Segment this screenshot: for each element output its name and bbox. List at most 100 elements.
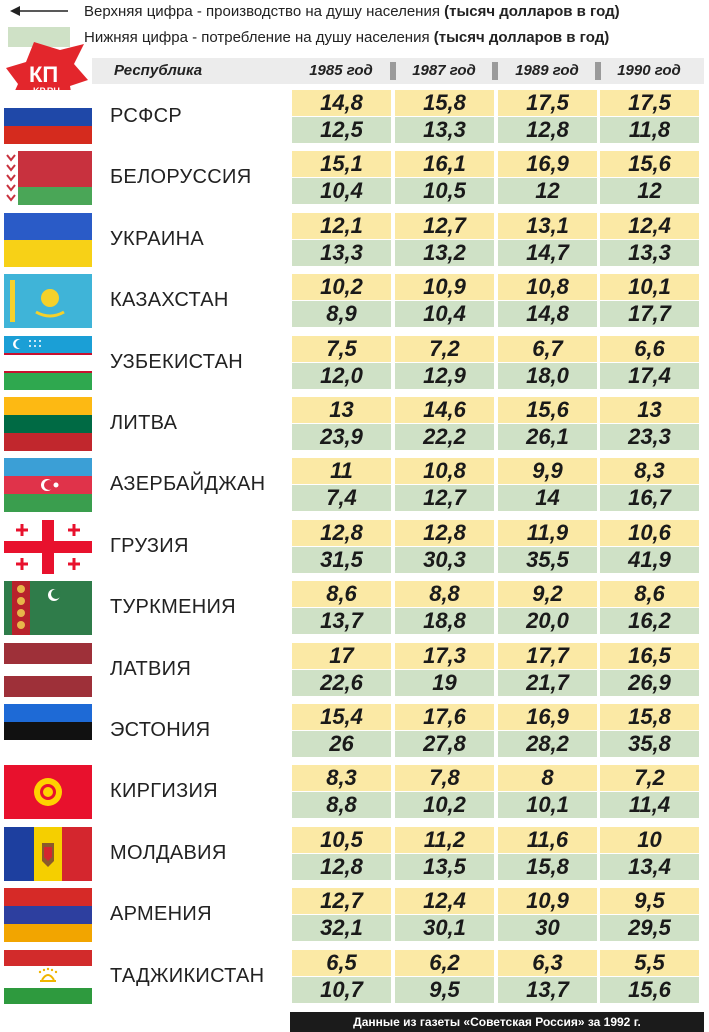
consumption-value: 17,4 bbox=[600, 362, 699, 389]
flag-gruzia-icon bbox=[4, 519, 92, 574]
flag-rsfsr-icon bbox=[4, 90, 92, 144]
production-value: 15,1 bbox=[292, 151, 391, 178]
flag-ukraina-icon bbox=[4, 212, 92, 267]
consumption-value: 35,8 bbox=[600, 731, 699, 757]
production-value: 11,6 bbox=[498, 826, 597, 853]
production-value: 5,5 bbox=[600, 949, 699, 976]
production-value: 8,3 bbox=[600, 458, 699, 485]
production-value: 12,4 bbox=[395, 888, 494, 915]
consumption-value: 8,9 bbox=[292, 301, 391, 328]
arrow-left-icon bbox=[8, 1, 70, 21]
table-header: Республика 1985 год 1987 год 1989 год 19… bbox=[92, 58, 704, 84]
consumption-value: 10,5 bbox=[395, 178, 494, 205]
table-row: УКРАИНА 12,1 13,3 12,7 13,2 13,1 14,7 12,4 13,3 bbox=[0, 211, 709, 269]
consumption-value: 18,8 bbox=[395, 608, 494, 635]
production-value: 15,8 bbox=[600, 704, 699, 730]
header-year-1987: 1987 год bbox=[412, 62, 476, 79]
production-value: 17 bbox=[292, 642, 391, 669]
consumption-value: 16,2 bbox=[600, 608, 699, 635]
production-value: 14,8 bbox=[292, 90, 391, 116]
legend-production-text: Верхняя цифра - производство на душу нас… bbox=[84, 2, 620, 20]
consumption-value: 14 bbox=[498, 485, 597, 512]
production-value: 17,6 bbox=[395, 704, 494, 730]
consumption-value: 12,8 bbox=[292, 853, 391, 880]
production-value: 13,1 bbox=[498, 212, 597, 239]
consumption-value: 13,2 bbox=[395, 239, 494, 266]
production-value: 9,2 bbox=[498, 581, 597, 608]
republic-name: КИРГИЗИЯ bbox=[110, 780, 218, 803]
flag-estonia-icon bbox=[4, 704, 92, 758]
republic-name: ГРУЗИЯ bbox=[110, 534, 189, 557]
legend-consumption: Нижняя цифра - потребление на душу насел… bbox=[0, 26, 609, 48]
consumption-value: 15,8 bbox=[498, 853, 597, 880]
header-separator bbox=[492, 62, 498, 80]
consumption-value: 8,8 bbox=[292, 792, 391, 819]
consumption-value: 18,0 bbox=[498, 362, 597, 389]
consumption-value: 10,1 bbox=[498, 792, 597, 819]
table-row: АРМЕНИЯ 12,7 32,1 12,4 30,1 10,9 30 9,5 29,5 bbox=[0, 886, 709, 944]
production-value: 6,2 bbox=[395, 949, 494, 976]
consumption-value: 30 bbox=[498, 915, 597, 942]
republic-name: УЗБЕКИСТАН bbox=[110, 350, 243, 373]
production-value: 10,1 bbox=[600, 274, 699, 301]
republic-name: ЛАТВИЯ bbox=[110, 657, 192, 680]
production-value: 15,6 bbox=[498, 397, 597, 423]
consumption-value: 7,4 bbox=[292, 485, 391, 512]
table-row: ГРУЗИЯ 12,8 31,5 12,8 30,3 11,9 35,5 10,6 41,9 bbox=[0, 518, 709, 576]
production-value: 16,9 bbox=[498, 704, 597, 730]
consumption-value: 30,3 bbox=[395, 546, 494, 573]
consumption-value: 13,7 bbox=[292, 608, 391, 635]
consumption-value: 14,7 bbox=[498, 239, 597, 266]
consumption-value: 21,7 bbox=[498, 669, 597, 696]
consumption-value: 13,3 bbox=[292, 239, 391, 266]
production-value: 6,3 bbox=[498, 949, 597, 976]
consumption-value: 19 bbox=[395, 669, 494, 696]
legend-consumption-text: Нижняя цифра - потребление на душу насел… bbox=[84, 28, 610, 46]
production-value: 17,3 bbox=[395, 642, 494, 669]
consumption-value: 23,3 bbox=[600, 424, 699, 450]
header-year-1989: 1989 год bbox=[515, 62, 579, 79]
consumption-value: 10,4 bbox=[395, 301, 494, 328]
production-value: 10,9 bbox=[395, 274, 494, 301]
production-value: 17,5 bbox=[498, 90, 597, 116]
consumption-value: 12,7 bbox=[395, 485, 494, 512]
consumption-value: 31,5 bbox=[292, 546, 391, 573]
production-value: 10,2 bbox=[292, 274, 391, 301]
table-row: МОЛДАВИЯ 10,5 12,8 11,2 13,5 11,6 15,8 10 13,4 bbox=[0, 825, 709, 883]
production-value: 12,8 bbox=[292, 519, 391, 546]
republic-name: ТУРКМЕНИЯ bbox=[110, 596, 236, 619]
consumption-value: 11,4 bbox=[600, 792, 699, 819]
consumption-value: 22,6 bbox=[292, 669, 391, 696]
consumption-value: 20,0 bbox=[498, 608, 597, 635]
consumption-value: 10,7 bbox=[292, 976, 391, 1003]
table-row: УЗБЕКИСТАН 7,5 12,0 7,2 12,9 6,7 18,0 6,6 17,4 bbox=[0, 334, 709, 392]
flag-moldavia-icon bbox=[4, 826, 92, 881]
flag-kazakhstan-icon bbox=[4, 274, 92, 329]
production-value: 10,6 bbox=[600, 519, 699, 546]
table-row: ТУРКМЕНИЯ 8,6 13,7 8,8 18,8 9,2 20,0 8,6 16,2 bbox=[0, 579, 709, 637]
consumption-value: 15,6 bbox=[600, 976, 699, 1003]
production-value: 10,5 bbox=[292, 826, 391, 853]
consumption-value: 13,3 bbox=[600, 239, 699, 266]
production-value: 17,5 bbox=[600, 90, 699, 116]
consumption-value: 12 bbox=[600, 178, 699, 205]
table-row: ЛАТВИЯ 17 22,6 17,3 19 17,7 21,7 16,5 26,9 bbox=[0, 641, 709, 699]
production-value: 16,5 bbox=[600, 642, 699, 669]
production-value: 12,4 bbox=[600, 212, 699, 239]
consumption-value: 26,9 bbox=[600, 669, 699, 696]
header-year-1990: 1990 год bbox=[617, 62, 681, 79]
production-value: 10,8 bbox=[498, 274, 597, 301]
production-value: 12,7 bbox=[395, 212, 494, 239]
production-value: 8 bbox=[498, 765, 597, 792]
consumption-value: 30,1 bbox=[395, 915, 494, 942]
consumption-value: 41,9 bbox=[600, 546, 699, 573]
republic-name: БЕЛОРУССИЯ bbox=[110, 166, 252, 189]
consumption-value: 9,5 bbox=[395, 976, 494, 1003]
table-row: ТАДЖИКИСТАН 6,5 10,7 6,2 9,5 6,3 13,7 5,5 15,6 bbox=[0, 948, 709, 1006]
production-value: 7,5 bbox=[292, 335, 391, 362]
consumption-value: 11,8 bbox=[600, 117, 699, 143]
production-value: 12,1 bbox=[292, 212, 391, 239]
production-value: 6,6 bbox=[600, 335, 699, 362]
production-value: 11 bbox=[292, 458, 391, 485]
production-value: 8,3 bbox=[292, 765, 391, 792]
